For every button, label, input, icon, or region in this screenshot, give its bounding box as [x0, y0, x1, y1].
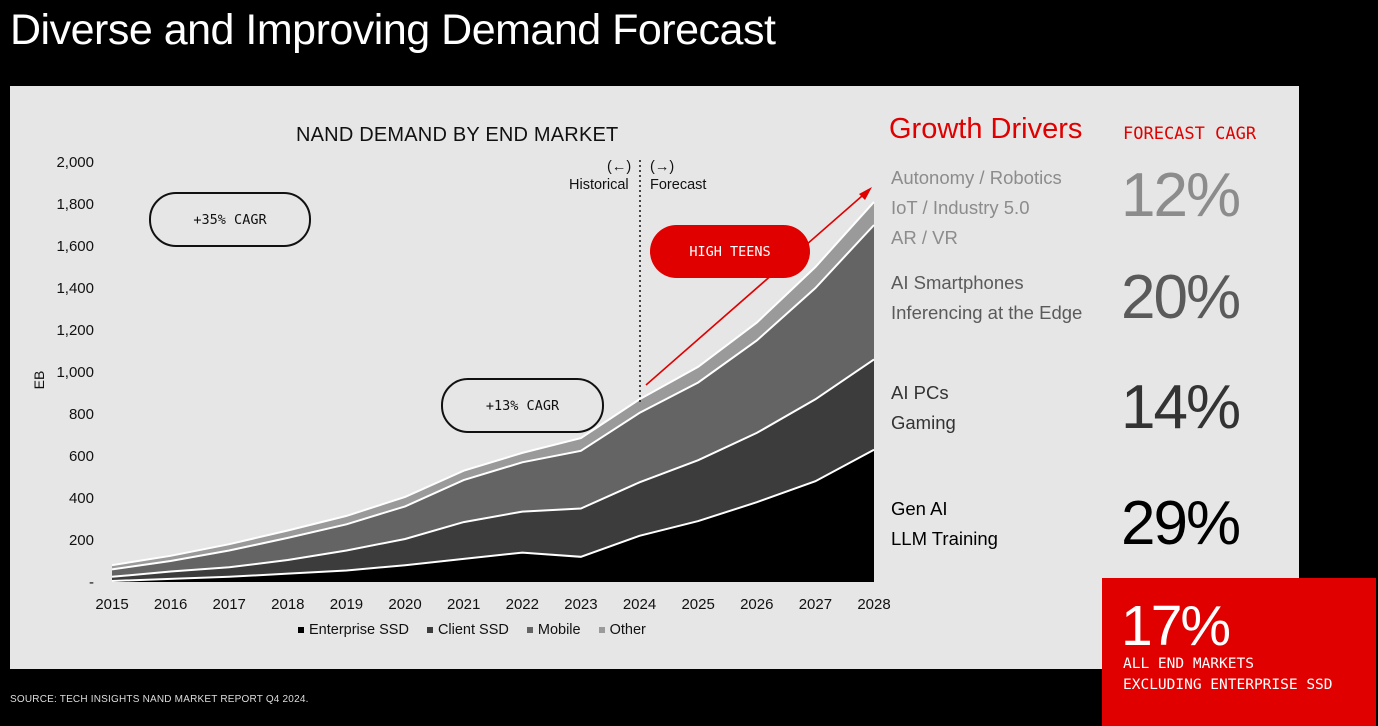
driver-group-pcs: AI PCs Gaming: [891, 378, 956, 438]
legend-label: Enterprise SSD: [309, 622, 409, 638]
driver-label: AR / VR: [891, 227, 958, 248]
x-axis-ticks: 2015 2016 2017 2018 2019 2020 2021 2022 2023 2024…: [95, 596, 890, 613]
y-tick-label: 1,600: [56, 238, 94, 255]
y-tick-label: 1,400: [56, 280, 94, 297]
area-enterprise-ssd: [112, 449, 874, 582]
y-tick-label: 600: [69, 448, 94, 465]
driver-label: LLM Training: [891, 528, 998, 549]
legend-swatch: [598, 627, 605, 633]
source-note: SOURCE: TECH INSIGHTS NAND MARKET REPORT…: [10, 694, 309, 705]
x-tick-label: 2020: [388, 596, 421, 613]
legend-swatch: [526, 627, 533, 633]
legend-swatch: [426, 627, 433, 633]
high-teens-pill: HIGH TEENS: [650, 225, 810, 278]
y-tick-label: -: [89, 574, 94, 591]
forecast-label: Forecast: [650, 177, 707, 193]
driver-label: Inferencing at the Edge: [891, 302, 1083, 323]
driver-label: IoT / Industry 5.0: [891, 197, 1030, 218]
driver-label: Gaming: [891, 412, 956, 433]
y-tick-label: 2,000: [56, 154, 94, 171]
driver-group-smartphones: AI Smartphones Inferencing at the Edge: [891, 268, 1082, 328]
forecast-cagr-header: FORECAST CAGR: [1123, 124, 1257, 144]
legend-item-other: Other: [598, 622, 646, 638]
legend-label: Mobile: [537, 622, 581, 638]
y-tick-label: 400: [69, 490, 94, 507]
legend-swatch: [298, 627, 304, 633]
x-tick-label: 2028: [857, 596, 890, 613]
x-tick-label: 2023: [564, 596, 597, 613]
driver-label: AI Smartphones: [891, 272, 1024, 293]
x-tick-label: 2026: [740, 596, 773, 613]
y-axis-label: EB: [31, 371, 47, 390]
y-tick-label: 1,200: [56, 322, 94, 339]
forecast-trend-arrow: [645, 187, 872, 386]
cagr-35-pill: +35% CAGR: [149, 192, 311, 247]
chart-title: NAND DEMAND BY END MARKET: [296, 124, 619, 146]
driver-label: Gen AI: [891, 498, 948, 519]
boundary-mobile: [111, 224, 875, 571]
cagr-value-autonomy: 12%: [1121, 161, 1241, 230]
area-client-ssd: [112, 359, 874, 581]
legend-item-mobile: Mobile: [526, 622, 581, 638]
x-tick-label: 2019: [330, 596, 363, 613]
legend-item-enterprise-ssd: Enterprise SSD: [298, 622, 409, 638]
summary-box: [1102, 578, 1376, 726]
y-tick-label: 200: [69, 532, 94, 549]
driver-group-genai: Gen AI LLM Training: [891, 494, 998, 554]
boundary-client-ssd: [111, 358, 875, 578]
summary-cagr: 17%: [1121, 594, 1231, 658]
cagr-value-smartphones: 20%: [1121, 263, 1241, 332]
legend-item-client-ssd: Client SSD: [426, 622, 509, 638]
growth-drivers-title: Growth Drivers: [889, 113, 1083, 145]
x-tick-label: 2024: [623, 596, 656, 613]
y-tick-label: 800: [69, 406, 94, 423]
summary-line-1: ALL END MARKETS: [1123, 656, 1254, 672]
driver-label: AI PCs: [891, 382, 949, 403]
y-tick-label: 1,000: [56, 364, 94, 381]
cagr-13-pill: +13% CAGR: [441, 378, 604, 433]
x-tick-label: 2025: [681, 596, 714, 613]
chart-legend: Enterprise SSD Client SSD Mobile Other: [298, 622, 646, 638]
boundary-other: [111, 201, 875, 567]
stacked-areas: [111, 201, 875, 582]
driver-group-autonomy: Autonomy / Robotics IoT / Industry 5.0 A…: [891, 163, 1062, 253]
cagr-value-pcs: 14%: [1121, 373, 1241, 442]
x-tick-label: 2016: [154, 596, 187, 613]
area-mobile: [112, 225, 874, 577]
y-axis-ticks: - 200 400 600 800 1,000 1,200 1,400 1,600 1,800 2,…: [56, 154, 94, 591]
x-tick-label: 2017: [213, 596, 246, 613]
summary-line-2: EXCLUDING ENTERPRISE SSD: [1123, 677, 1333, 693]
x-tick-label: 2022: [506, 596, 539, 613]
historical-arrow: (←): [607, 159, 632, 175]
x-tick-label: 2018: [271, 596, 304, 613]
x-tick-label: 2027: [799, 596, 832, 613]
y-tick-label: 1,800: [56, 196, 94, 213]
x-tick-label: 2015: [95, 596, 128, 613]
boundary-enterprise-ssd: [111, 448, 875, 582]
forecast-arrow: (→): [650, 159, 675, 175]
legend-label: Client SSD: [437, 622, 509, 638]
driver-label: Autonomy / Robotics: [891, 167, 1062, 188]
page-title: Diverse and Improving Demand Forecast: [10, 6, 776, 54]
historical-label: Historical: [569, 177, 629, 193]
x-tick-label: 2021: [447, 596, 480, 613]
legend-label: Other: [609, 622, 646, 638]
cagr-value-genai: 29%: [1121, 489, 1241, 558]
